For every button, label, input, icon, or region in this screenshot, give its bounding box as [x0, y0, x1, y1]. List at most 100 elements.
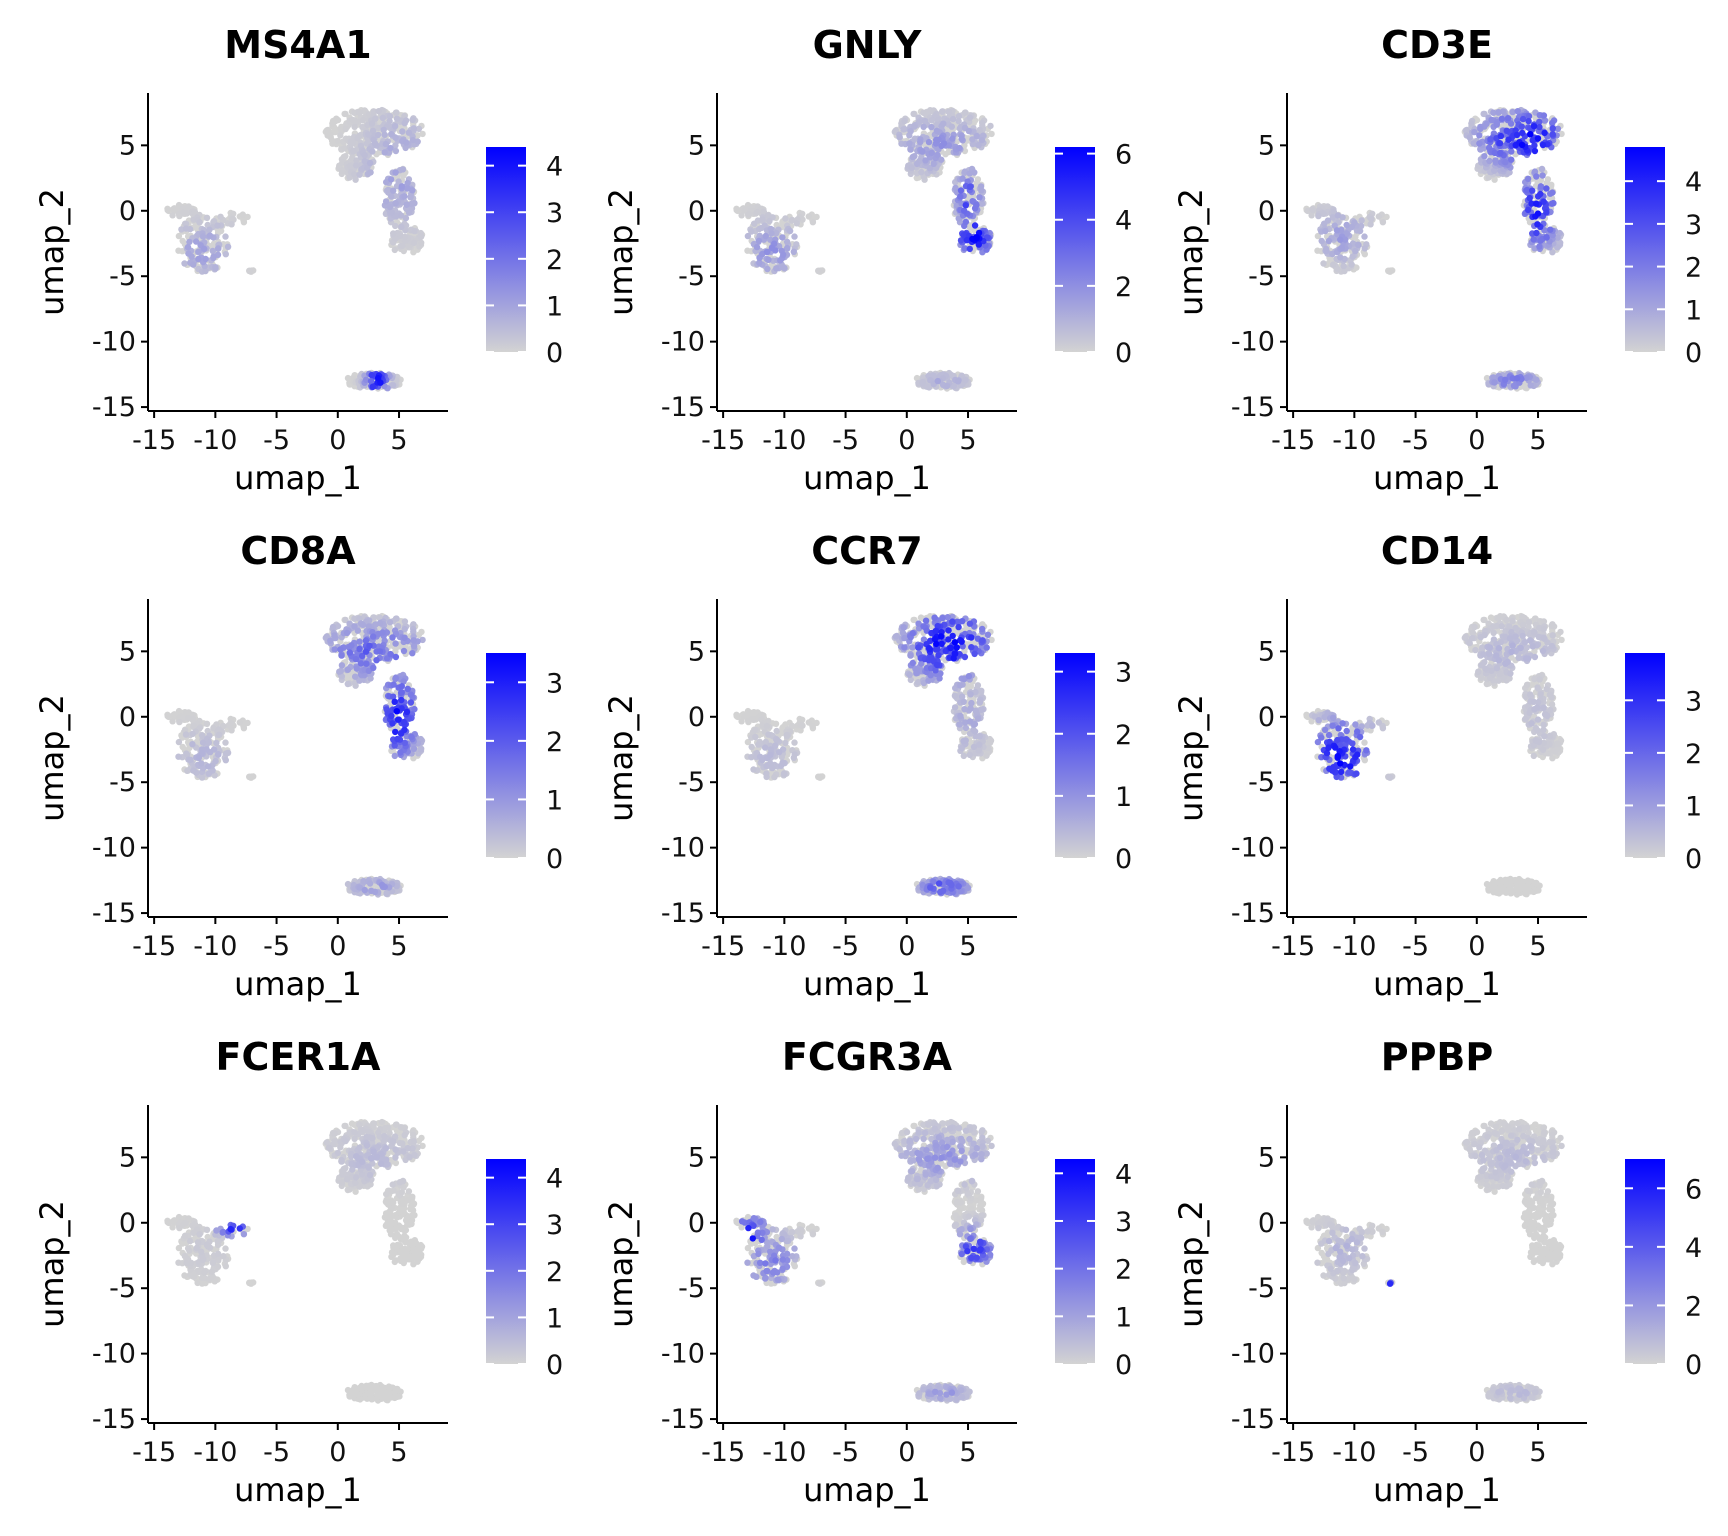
- cell-point: [407, 194, 414, 201]
- cell-point: [371, 140, 379, 147]
- cell-point: [1483, 120, 1490, 128]
- cell-point: [362, 648, 370, 655]
- cell-point: [199, 233, 207, 240]
- cell-point: [348, 642, 355, 649]
- cell-point: [1524, 206, 1532, 214]
- cell-point: [1541, 129, 1548, 137]
- cell-point: [224, 749, 232, 756]
- cell-point: [376, 619, 384, 627]
- colorbar-tick-label: 0: [1115, 338, 1132, 369]
- cell-point: [956, 682, 964, 689]
- cell-point: [1491, 176, 1498, 183]
- cell-point: [919, 148, 926, 155]
- cell-point: [403, 139, 410, 146]
- x-tick-label: -15: [132, 931, 176, 962]
- cell-point: [191, 208, 198, 215]
- cell-point: [383, 889, 390, 897]
- y-tick-label: -5: [678, 261, 705, 292]
- cell-point: [1537, 183, 1545, 190]
- cell-point: [409, 650, 416, 657]
- colorbar-tick-label: 2: [1115, 272, 1132, 303]
- cell-point: [976, 194, 983, 201]
- x-tick-label: 0: [1468, 425, 1485, 456]
- cell-point: [962, 218, 970, 226]
- cell-point: [983, 752, 990, 759]
- cell-point: [181, 260, 188, 267]
- cell-point: [951, 692, 959, 699]
- cell-point: [401, 726, 408, 733]
- cell-point: [410, 637, 417, 644]
- cell-point: [419, 130, 426, 138]
- cell-point: [392, 728, 399, 736]
- cell-point: [368, 371, 375, 379]
- cell-point: [928, 149, 935, 157]
- cell-point: [379, 114, 387, 122]
- cell-point: [324, 126, 332, 134]
- cell-point: [970, 743, 978, 751]
- y-tick-label: 0: [1258, 196, 1275, 227]
- cell-point: [957, 712, 964, 720]
- cell-point: [389, 634, 396, 641]
- cell-point: [786, 227, 794, 235]
- cell-point: [977, 183, 985, 190]
- cell-point: [206, 226, 213, 233]
- cell-point: [1543, 234, 1550, 241]
- cell-point: [973, 234, 980, 241]
- cell-point: [1379, 219, 1387, 226]
- cell-point: [186, 225, 194, 233]
- cell-point: [342, 125, 349, 133]
- cell-point: [901, 117, 908, 125]
- cell-point: [939, 108, 946, 115]
- cell-point: [920, 123, 927, 130]
- cell-point: [1361, 233, 1368, 240]
- cell-point: [751, 220, 758, 227]
- cell-point: [397, 689, 405, 696]
- cell-point: [971, 728, 979, 735]
- cell-point: [210, 253, 217, 260]
- cell-point: [1338, 244, 1346, 252]
- cell-point: [206, 232, 214, 239]
- y-axis-label: umap_2: [33, 694, 71, 822]
- cell-point: [328, 137, 336, 144]
- cell-point: [195, 754, 202, 761]
- cell-point: [987, 737, 995, 744]
- cell-point: [1502, 159, 1509, 166]
- cell-point: [189, 730, 196, 737]
- cell-point: [336, 668, 343, 675]
- cell-point: [763, 248, 771, 256]
- cell-point: [908, 164, 915, 171]
- cell-point: [1492, 157, 1499, 164]
- y-tick-label: 5: [119, 130, 136, 161]
- cell-point: [240, 219, 248, 226]
- y-tick-label: -10: [1231, 327, 1275, 358]
- cell-point: [1530, 123, 1538, 130]
- cell-point: [1534, 135, 1542, 142]
- cell-point: [373, 657, 380, 664]
- cell-point: [394, 716, 402, 723]
- cell-point: [961, 706, 968, 713]
- cell-point: [1504, 115, 1512, 122]
- cell-point: [1343, 221, 1350, 229]
- cell-point: [404, 685, 411, 693]
- cell-point: [962, 202, 969, 209]
- cell-point: [391, 246, 398, 254]
- cell-point: [1477, 125, 1484, 133]
- cell-point: [960, 737, 967, 745]
- points: [733, 106, 995, 392]
- cell-point: [390, 187, 397, 194]
- x-axis-label: umap_1: [234, 459, 362, 497]
- cell-point: [738, 718, 745, 725]
- y-tick-label: -5: [109, 261, 136, 292]
- cell-point: [164, 712, 171, 720]
- cell-point: [366, 159, 374, 167]
- x-tick-label: 5: [390, 425, 407, 456]
- y-tick-label: 0: [119, 196, 136, 227]
- cell-point: [779, 234, 786, 241]
- cell-point: [896, 133, 903, 141]
- cell-point: [783, 731, 790, 739]
- cell-point: [974, 682, 982, 689]
- cell-point: [780, 264, 788, 271]
- cell-point: [1498, 115, 1506, 123]
- cell-point: [368, 887, 375, 894]
